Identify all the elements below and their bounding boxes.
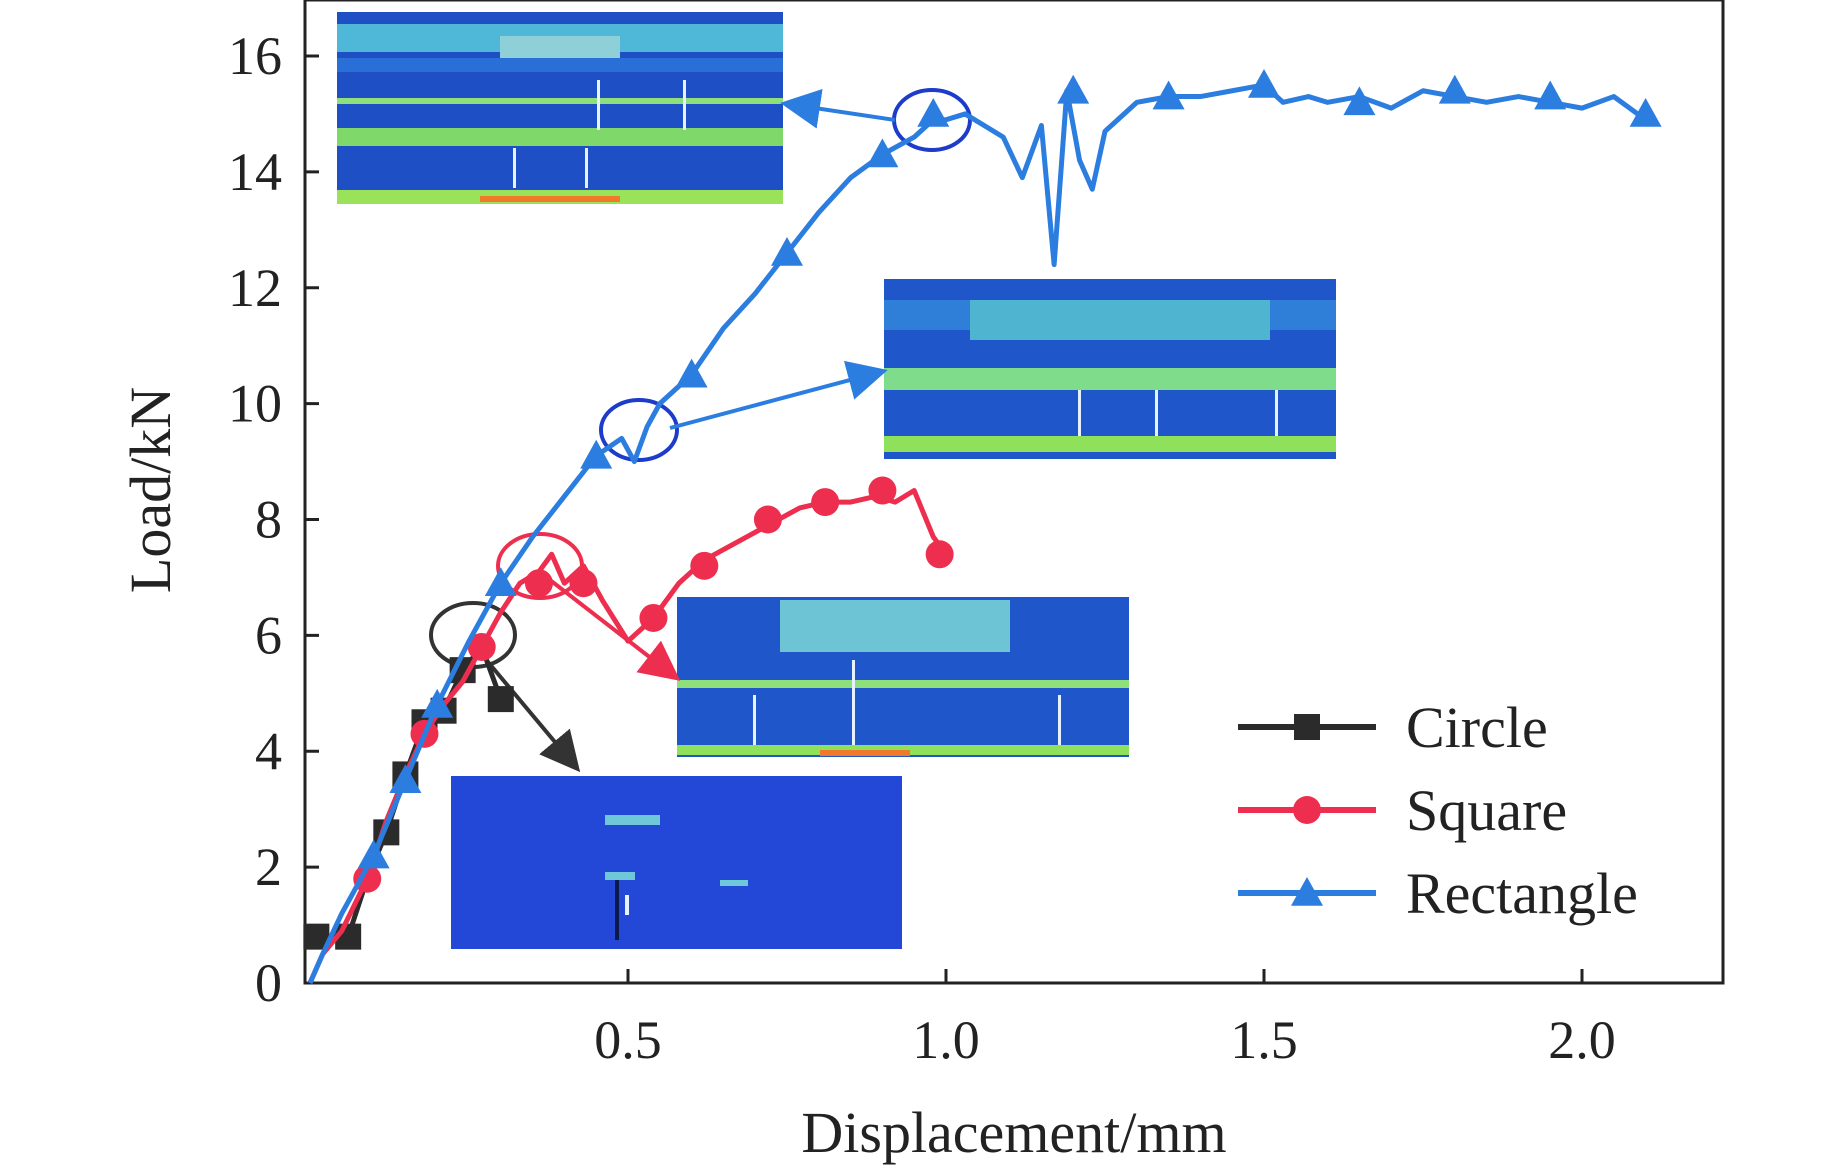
plot-area-frame (303, 0, 1725, 985)
x-tick-labels: 0.5 1.0 1.5 2.0 (594, 1010, 1616, 1070)
data-point-rectangle (357, 839, 390, 869)
data-point-rectangle (675, 358, 708, 388)
data-point-rectangle (917, 97, 950, 127)
legend-marker-rectangle (1291, 877, 1323, 906)
legend-label-circle: Circle (1406, 695, 1548, 760)
inset-image-rectangle-mid (884, 279, 1336, 459)
y-axis-title: Load/kN (118, 387, 183, 593)
x-tick-label: 1.0 (912, 1010, 980, 1070)
y-tick-label: 8 (255, 490, 282, 550)
y-tick-label: 2 (255, 837, 282, 897)
y-tick-label: 14 (228, 142, 282, 202)
data-point-rectangle (1438, 74, 1471, 104)
legend-item-rectangle: Rectangle (1238, 861, 1638, 926)
annotation-arrow-circle (476, 648, 581, 773)
y-tick-labels: 0 2 4 6 8 10 12 14 16 (228, 26, 282, 1013)
inset-image-circle (451, 776, 902, 949)
y-tick-label: 0 (255, 953, 282, 1013)
data-point-square (353, 864, 382, 893)
inset-image-square (677, 597, 1129, 757)
data-point-rectangle (1248, 68, 1280, 98)
series-rectangle (307, 68, 1662, 985)
data-point-square (690, 551, 719, 580)
y-tick-label: 6 (255, 605, 282, 665)
x-tick-label: 0.5 (594, 1010, 662, 1070)
data-point-rectangle (421, 688, 454, 718)
data-point-square (524, 569, 553, 598)
y-tick-label: 10 (228, 374, 282, 434)
x-tick-label: 1.5 (1230, 1010, 1298, 1070)
y-tick-label: 16 (228, 26, 282, 86)
legend-marker-square (1293, 796, 1321, 824)
data-point-rectangle (484, 567, 517, 597)
legend-item-circle: Circle (1238, 695, 1548, 760)
data-point-rectangle (1343, 86, 1376, 116)
data-point-rectangle (580, 439, 613, 469)
data-point-circle (487, 686, 514, 713)
data-point-rectangle (771, 236, 803, 266)
annotation-arrow-rectangle-peak (780, 88, 896, 129)
series-layer (303, 68, 1662, 985)
data-point-square (925, 540, 954, 569)
y-tick-label: 12 (228, 258, 282, 318)
annotations (429, 88, 972, 773)
data-point-square (753, 505, 782, 534)
legend: Circle Square Rectangle (1238, 695, 1638, 926)
x-axis-title: Displacement/mm (801, 1100, 1226, 1165)
data-point-square (569, 569, 598, 598)
annotation-circle-rectangle-mid (599, 398, 679, 462)
data-point-square (639, 603, 668, 632)
data-point-rectangle (1534, 80, 1567, 110)
legend-label-rectangle: Rectangle (1406, 861, 1638, 926)
data-point-rectangle (1152, 80, 1185, 110)
data-point-square (811, 488, 840, 517)
data-point-square (467, 632, 496, 661)
y-tick-label: 4 (255, 721, 282, 781)
inset-image-rectangle-peak (337, 12, 783, 204)
data-point-rectangle (1057, 74, 1090, 104)
legend-label-square: Square (1406, 778, 1567, 843)
data-point-rectangle (389, 764, 422, 794)
annotation-arrow-rectangle-mid (669, 360, 888, 430)
legend-item-square: Square (1238, 778, 1567, 843)
annotation-arrow-square (548, 578, 681, 681)
data-point-rectangle (866, 138, 899, 168)
legend-marker-circle (1294, 714, 1320, 740)
data-point-square (868, 476, 897, 505)
x-tick-label: 2.0 (1548, 1010, 1616, 1070)
data-point-rectangle (1629, 97, 1662, 127)
